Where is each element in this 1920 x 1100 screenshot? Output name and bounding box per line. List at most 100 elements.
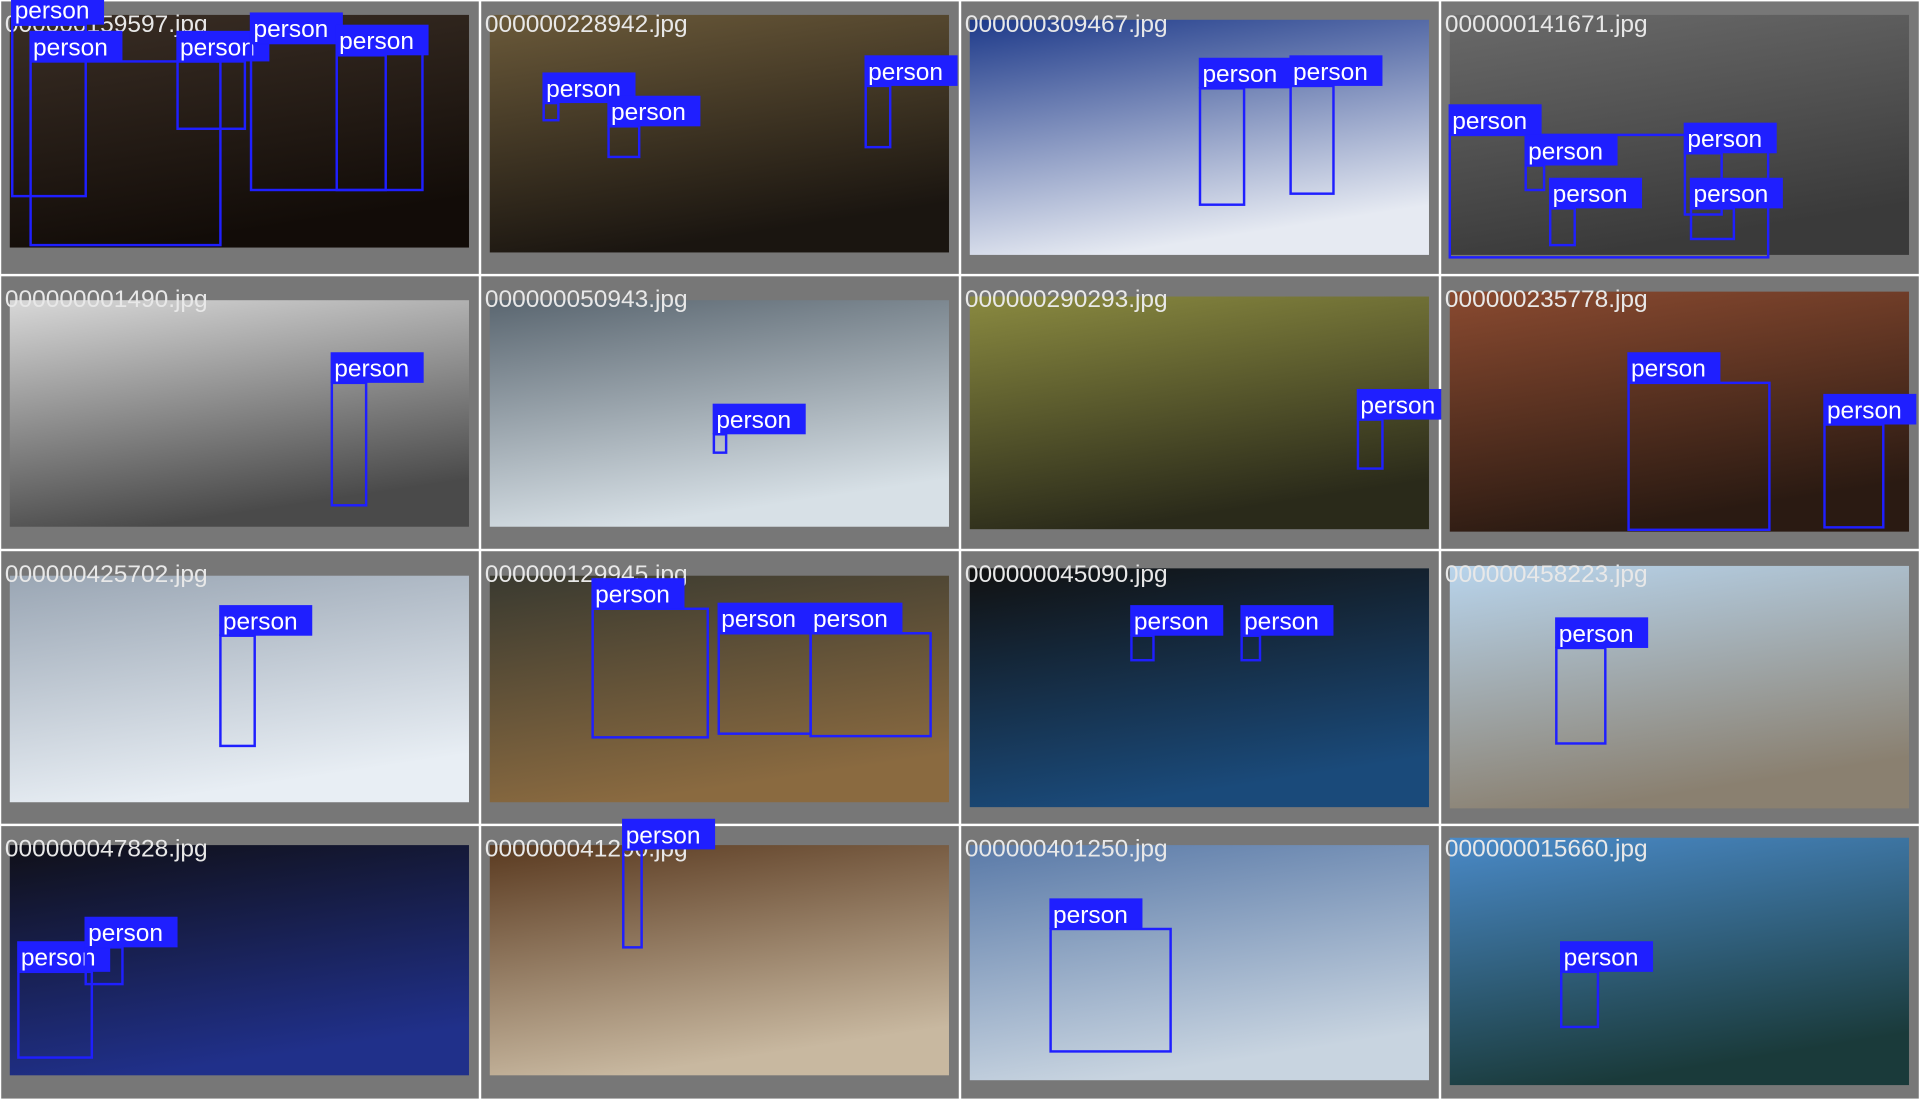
filename: 000000290293.jpg [965, 286, 1168, 313]
label-background [1823, 393, 1917, 425]
tile: 000000235778.jpg person person [1441, 276, 1919, 549]
label-background [330, 352, 424, 383]
box-label: person [813, 606, 888, 633]
label-background [1627, 352, 1721, 383]
label-background [219, 605, 313, 636]
label-background [1560, 941, 1654, 972]
box-label: person [611, 99, 686, 126]
filename: 000000141671.jpg [1445, 11, 1648, 38]
tile: 000000001490.jpg person [1, 276, 479, 549]
filename: 000000045090.jpg [965, 561, 1168, 588]
photo [489, 14, 949, 253]
label-background [864, 55, 958, 86]
label-background [1049, 898, 1143, 929]
label-background [622, 818, 716, 850]
box-label: person [21, 945, 96, 972]
box-label: person [595, 582, 670, 609]
box-label: person [1687, 126, 1762, 153]
label-background [1448, 104, 1542, 135]
box-label: person [339, 28, 414, 55]
label-background [1289, 55, 1383, 86]
filename: 000000015660.jpg [1445, 836, 1648, 863]
label-background [712, 403, 806, 435]
photo [969, 845, 1429, 1081]
tile: 000000458223.jpg person [1441, 551, 1919, 824]
filename: 000000309467.jpg [965, 11, 1168, 38]
label-background [249, 12, 343, 44]
filename: 000000001490.jpg [5, 286, 208, 313]
label-background [1356, 388, 1450, 420]
label-background [1130, 605, 1224, 636]
filename: 000000235778.jpg [1445, 286, 1648, 313]
label-background [11, 0, 105, 25]
tile: 000000425702.jpg person [1, 551, 479, 824]
photo [969, 296, 1429, 530]
box-label: person [716, 407, 791, 434]
box-label: person [33, 34, 108, 61]
label-background [1524, 134, 1618, 166]
box-label: person [15, 0, 90, 25]
box-label: person [1202, 61, 1277, 88]
label-background [809, 602, 903, 634]
tile: 000000050943.jpg person [481, 276, 959, 549]
box-label: person [721, 606, 796, 633]
label-background [717, 602, 811, 634]
box-label: person [626, 822, 701, 849]
box-label: person [1559, 621, 1634, 648]
filename: 000000401250.jpg [965, 836, 1168, 863]
label-background [1240, 605, 1334, 636]
filename: 000000458223.jpg [1445, 561, 1648, 588]
tile: 000000309467.jpg person person [961, 1, 1439, 274]
filename: 000000228942.jpg [485, 11, 688, 38]
label-background [591, 578, 685, 609]
box-label: person [868, 59, 943, 86]
label-background [1198, 57, 1292, 89]
label-background [335, 24, 429, 56]
box-label: person [253, 16, 328, 43]
label-background [607, 95, 701, 127]
box-label: person [1564, 945, 1639, 972]
filename: 000000425702.jpg [5, 561, 208, 588]
box-label: person [180, 34, 255, 61]
box-label: person [1452, 108, 1527, 135]
box-label: person [1134, 609, 1209, 636]
filename: 000000047828.jpg [5, 836, 208, 863]
label-background [1548, 177, 1643, 209]
tile: 000000045090.jpg person person [961, 551, 1439, 824]
box-label: person [1631, 356, 1706, 383]
box-label: person [1693, 181, 1768, 208]
box-label: person [1528, 138, 1603, 165]
photo [969, 568, 1429, 808]
box-label: person [1553, 181, 1628, 208]
box-label: person [223, 609, 298, 636]
photo [489, 845, 949, 1076]
box-label: person [1360, 392, 1435, 419]
label-background [1689, 177, 1783, 209]
box-label: person [1053, 902, 1128, 929]
photo [1449, 837, 1909, 1086]
filename: 000000050943.jpg [485, 286, 688, 313]
box-label: person [88, 920, 163, 947]
bounding-box [29, 60, 222, 247]
tile: 000000015660.jpg person [1441, 826, 1919, 1099]
label-background [1555, 617, 1649, 648]
box-label: person [1293, 59, 1368, 86]
box-label: person [1244, 609, 1319, 636]
tile: 000000290293.jpg person [961, 276, 1450, 549]
label-background [1683, 122, 1777, 154]
box-label: person [334, 356, 409, 383]
photo [1449, 565, 1909, 809]
label-background [29, 30, 123, 62]
photo [9, 300, 469, 527]
label-background [84, 916, 178, 948]
tile: 000000401250.jpg person [961, 826, 1439, 1099]
box-label: person [1827, 397, 1902, 424]
